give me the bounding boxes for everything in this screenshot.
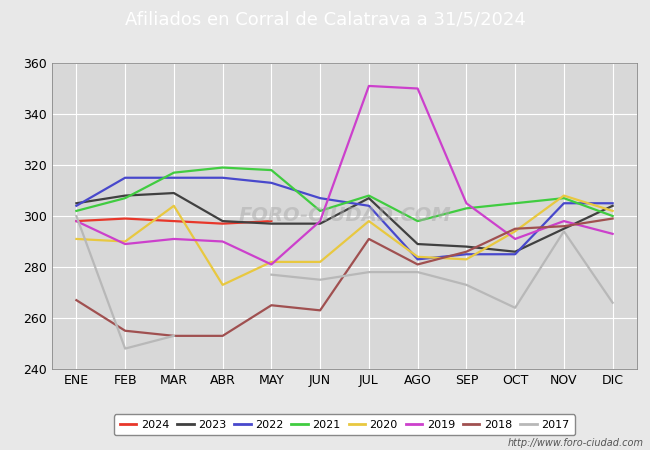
- 2019: [121, 241, 129, 247]
- 2024: [72, 218, 81, 224]
- Line: 2023: 2023: [77, 193, 612, 252]
- 2023: [316, 221, 324, 226]
- 2022: [608, 201, 616, 206]
- 2019: [413, 86, 421, 91]
- Legend: 2024, 2023, 2022, 2021, 2020, 2019, 2018, 2017: 2024, 2023, 2022, 2021, 2020, 2019, 2018…: [114, 414, 575, 436]
- 2021: [560, 195, 568, 201]
- 2021: [608, 213, 616, 219]
- Text: FORO-CIUDAD.COM: FORO-CIUDAD.COM: [238, 207, 451, 225]
- 2021: [316, 208, 324, 214]
- 2022: [72, 203, 81, 208]
- 2021: [268, 167, 276, 173]
- 2018: [268, 302, 276, 308]
- 2022: [511, 252, 519, 257]
- 2022: [268, 180, 276, 185]
- 2022: [316, 195, 324, 201]
- 2022: [413, 256, 421, 262]
- 2023: [463, 244, 471, 249]
- 2019: [170, 236, 178, 242]
- 2021: [121, 195, 129, 201]
- 2020: [72, 236, 81, 242]
- Line: 2021: 2021: [77, 167, 612, 221]
- Line: 2018: 2018: [77, 219, 612, 336]
- Line: 2022: 2022: [77, 178, 612, 259]
- 2022: [463, 252, 471, 257]
- 2018: [218, 333, 227, 338]
- 2020: [608, 208, 616, 214]
- 2019: [72, 218, 81, 224]
- 2021: [170, 170, 178, 176]
- 2024: [121, 216, 129, 221]
- 2018: [413, 262, 421, 267]
- 2023: [72, 201, 81, 206]
- Line: 2024: 2024: [77, 219, 272, 224]
- 2023: [560, 226, 568, 231]
- 2019: [316, 218, 324, 224]
- 2022: [121, 175, 129, 180]
- 2020: [511, 229, 519, 234]
- 2023: [121, 193, 129, 198]
- 2020: [560, 193, 568, 198]
- 2022: [218, 175, 227, 180]
- 2020: [268, 259, 276, 265]
- 2020: [218, 282, 227, 288]
- 2020: [121, 239, 129, 244]
- 2018: [463, 249, 471, 254]
- 2019: [511, 236, 519, 242]
- 2021: [463, 206, 471, 211]
- 2020: [463, 256, 471, 262]
- Line: 2017: 2017: [77, 216, 174, 349]
- 2017: [170, 333, 178, 338]
- 2022: [560, 201, 568, 206]
- 2020: [365, 218, 373, 224]
- 2024: [268, 218, 276, 224]
- 2023: [511, 249, 519, 254]
- 2023: [608, 203, 616, 208]
- 2023: [170, 190, 178, 196]
- 2021: [511, 201, 519, 206]
- 2018: [365, 236, 373, 242]
- 2018: [72, 297, 81, 303]
- Text: Afiliados en Corral de Calatrava a 31/5/2024: Afiliados en Corral de Calatrava a 31/5/…: [125, 10, 525, 28]
- 2021: [365, 193, 373, 198]
- 2020: [316, 259, 324, 265]
- 2023: [413, 241, 421, 247]
- 2019: [268, 262, 276, 267]
- 2018: [511, 226, 519, 231]
- 2021: [413, 218, 421, 224]
- 2018: [608, 216, 616, 221]
- 2019: [608, 231, 616, 237]
- 2018: [560, 224, 568, 229]
- 2020: [413, 254, 421, 260]
- 2023: [268, 221, 276, 226]
- 2018: [121, 328, 129, 333]
- 2019: [560, 218, 568, 224]
- 2024: [218, 221, 227, 226]
- 2020: [170, 203, 178, 208]
- 2024: [170, 218, 178, 224]
- Text: http://www.foro-ciudad.com: http://www.foro-ciudad.com: [508, 438, 644, 448]
- Line: 2019: 2019: [77, 86, 612, 265]
- Line: 2020: 2020: [77, 196, 612, 285]
- 2019: [218, 239, 227, 244]
- 2021: [72, 208, 81, 214]
- 2018: [316, 308, 324, 313]
- 2018: [170, 333, 178, 338]
- 2022: [365, 203, 373, 208]
- 2023: [365, 195, 373, 201]
- 2017: [72, 213, 81, 219]
- 2022: [170, 175, 178, 180]
- 2021: [218, 165, 227, 170]
- 2017: [121, 346, 129, 351]
- 2019: [365, 83, 373, 89]
- 2023: [218, 218, 227, 224]
- 2019: [463, 201, 471, 206]
